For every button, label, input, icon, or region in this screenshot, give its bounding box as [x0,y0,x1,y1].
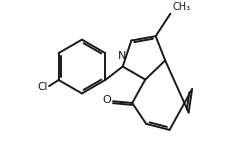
Text: N: N [118,51,126,61]
Text: CH₃: CH₃ [172,2,190,12]
Text: O: O [102,95,111,105]
Text: Cl: Cl [37,82,48,92]
